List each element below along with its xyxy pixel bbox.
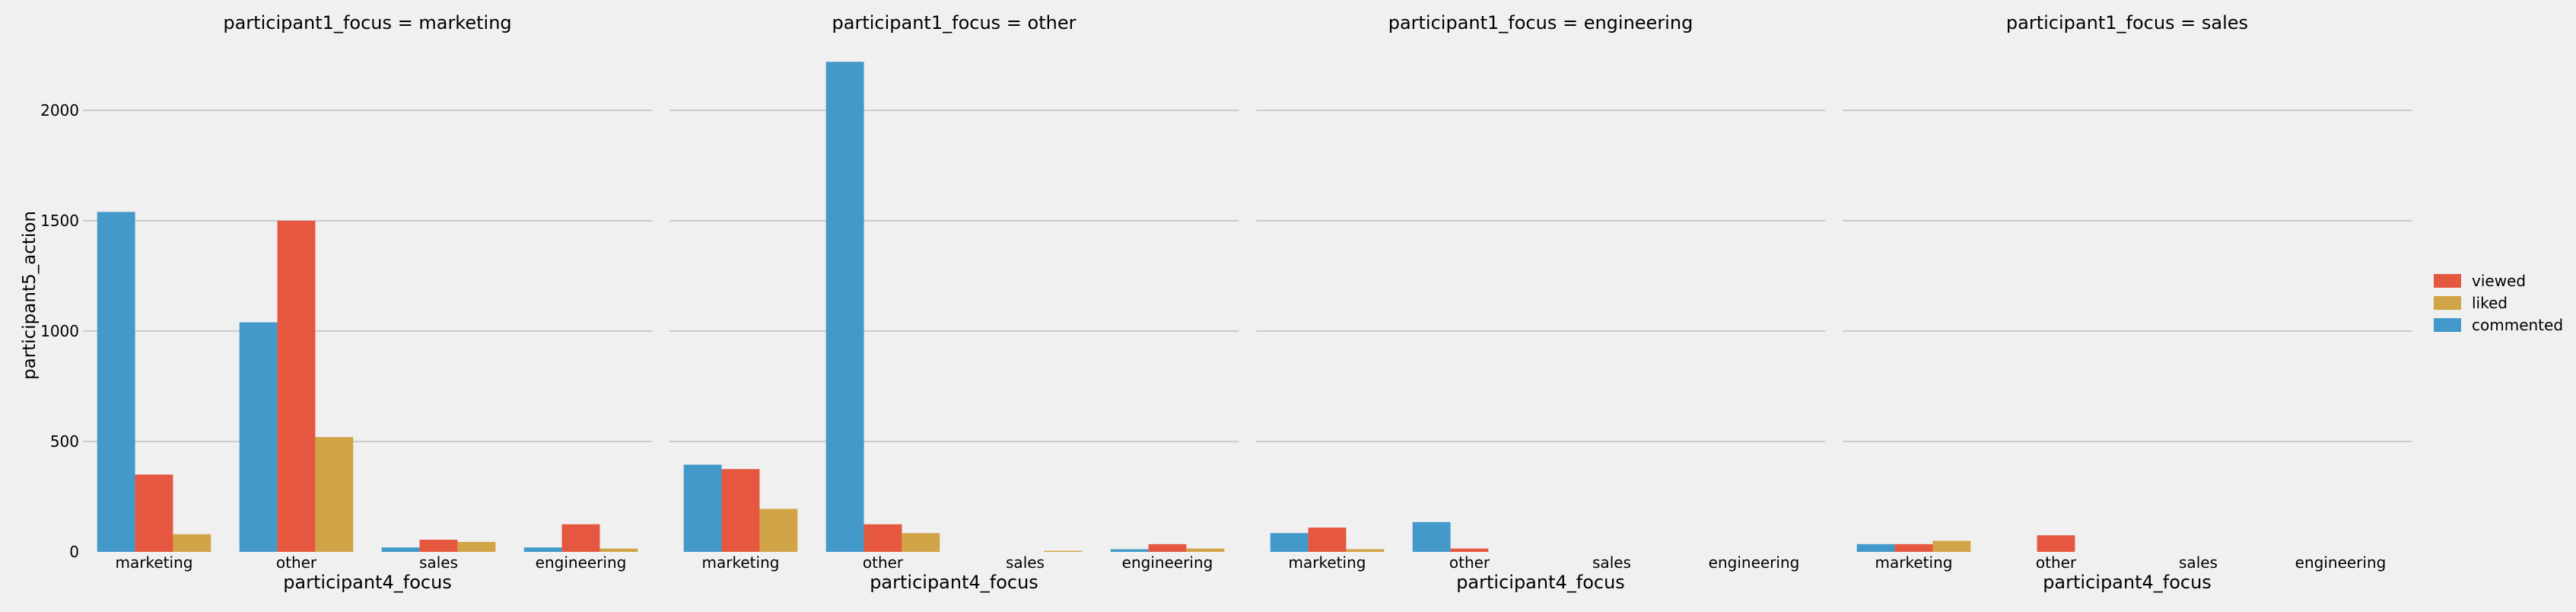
x-tick-label: marketing bbox=[1289, 553, 1366, 572]
x-tick-label: engineering bbox=[1709, 553, 1800, 572]
legend-swatch-commented bbox=[2434, 318, 2461, 332]
bar-liked bbox=[599, 548, 638, 552]
x-tick-label: marketing bbox=[116, 553, 193, 572]
bar-liked bbox=[1044, 550, 1083, 552]
bar-commented bbox=[523, 547, 562, 552]
facet-panel: participant1_focus = other marketing other… bbox=[669, 12, 1239, 593]
legend-label: commented bbox=[2472, 316, 2563, 334]
bar-commented bbox=[1270, 533, 1309, 552]
y-tick-label: 500 bbox=[50, 432, 79, 451]
bar-liked bbox=[902, 533, 940, 552]
bar-viewed bbox=[863, 524, 902, 552]
bar-commented bbox=[97, 212, 135, 552]
bar-viewed bbox=[277, 221, 316, 552]
x-tick-label: engineering bbox=[1122, 553, 1213, 572]
y-axis-label: participant5_action bbox=[20, 211, 40, 380]
x-tick-label: marketing bbox=[1875, 553, 1953, 572]
y-tick-label: 1000 bbox=[40, 322, 79, 340]
legend-label: liked bbox=[2472, 294, 2508, 312]
x-axis-label: participant4_focus bbox=[1456, 572, 1625, 593]
legend: viewed liked commented bbox=[2434, 272, 2563, 334]
bar-viewed bbox=[419, 540, 458, 552]
y-tick-label: 0 bbox=[69, 543, 79, 561]
panel-title: participant1_focus = marketing bbox=[223, 12, 511, 33]
bar-commented bbox=[381, 547, 420, 552]
x-tick-label: other bbox=[863, 553, 904, 572]
bar-liked bbox=[315, 437, 354, 552]
bar-viewed bbox=[135, 474, 173, 552]
x-axis-label: participant4_focus bbox=[870, 572, 1038, 593]
x-tick-label: marketing bbox=[702, 553, 780, 572]
bar-liked bbox=[173, 534, 211, 552]
facet-panel: participant1_focus = sales marketing other… bbox=[1843, 12, 2412, 593]
bar-viewed bbox=[721, 469, 760, 552]
legend-label: viewed bbox=[2472, 272, 2526, 290]
y-tick-label: 2000 bbox=[40, 101, 79, 120]
x-tick-label: other bbox=[276, 553, 317, 572]
facet-panel: participant1_focus = engineering marketin… bbox=[1256, 12, 1825, 593]
bar-viewed bbox=[2037, 535, 2075, 552]
bar-liked bbox=[1346, 549, 1385, 552]
x-tick-label: sales bbox=[1006, 553, 1045, 572]
panel-title: participant1_focus = other bbox=[832, 12, 1077, 33]
bar-commented bbox=[825, 62, 864, 552]
facet-panels: 0 500 1000 1500 2000 participant1_focus = mar… bbox=[40, 12, 2412, 593]
bar-commented bbox=[1110, 549, 1149, 552]
bar-viewed bbox=[561, 524, 600, 552]
x-axis-label: participant4_focus bbox=[2043, 572, 2212, 593]
facet-panel: 0 500 1000 1500 2000 participant1_focus = mar… bbox=[40, 12, 652, 593]
panel-title: participant1_focus = sales bbox=[2006, 12, 2248, 33]
bar-commented bbox=[239, 322, 278, 552]
bar-liked bbox=[1186, 548, 1225, 552]
bar-commented bbox=[1412, 521, 1451, 552]
bar-liked bbox=[1932, 540, 1971, 552]
bar-viewed bbox=[1894, 543, 1933, 552]
x-tick-label: engineering bbox=[2295, 553, 2387, 572]
bar-liked bbox=[759, 508, 798, 552]
legend-swatch-viewed bbox=[2434, 274, 2461, 288]
bar-viewed bbox=[1308, 528, 1347, 552]
y-tick-label: 1500 bbox=[40, 212, 79, 230]
bar-commented bbox=[683, 464, 722, 552]
x-tick-label: sales bbox=[2179, 553, 2218, 572]
x-tick-label: engineering bbox=[536, 553, 627, 572]
x-tick-label: other bbox=[2036, 553, 2077, 572]
x-tick-label: other bbox=[1449, 553, 1490, 572]
panel-title: participant1_focus = engineering bbox=[1388, 12, 1693, 33]
x-axis-label: participant4_focus bbox=[283, 572, 452, 593]
bar-liked bbox=[457, 541, 496, 552]
bar-viewed bbox=[1148, 543, 1187, 552]
x-tick-label: sales bbox=[1592, 553, 1631, 572]
bar-commented bbox=[1856, 543, 1895, 552]
bar-viewed bbox=[1450, 548, 1489, 552]
legend-swatch-liked bbox=[2434, 296, 2461, 310]
x-tick-label: sales bbox=[419, 553, 458, 572]
